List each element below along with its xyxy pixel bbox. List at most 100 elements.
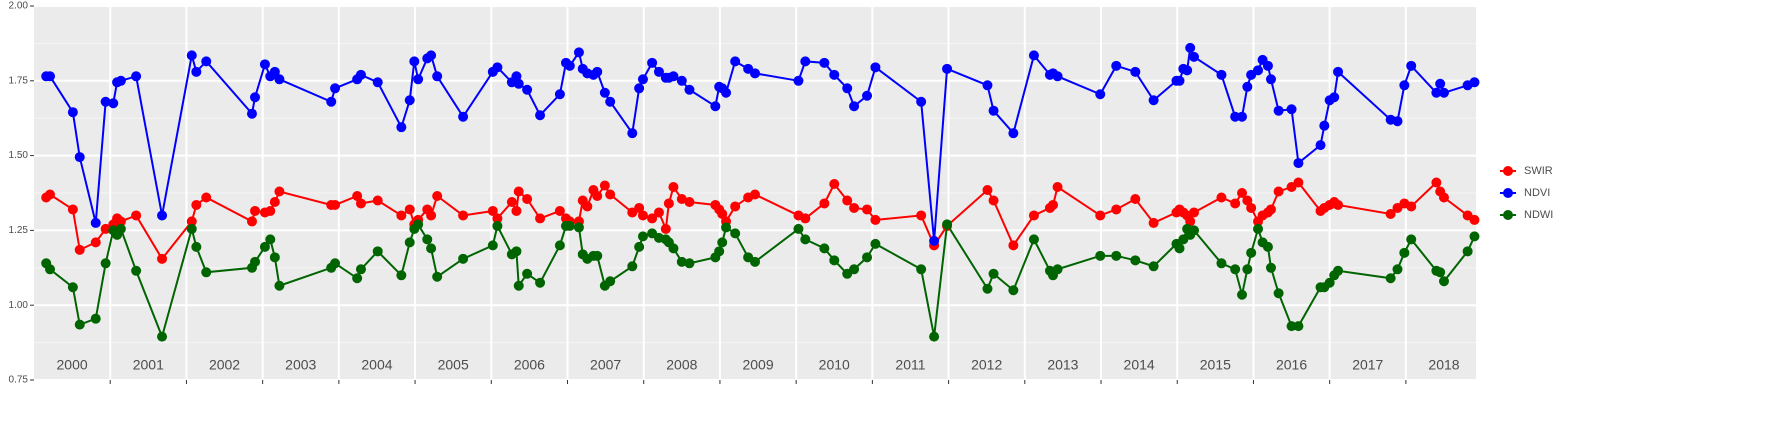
data-point	[982, 185, 993, 196]
data-point	[929, 331, 940, 342]
data-point	[201, 192, 212, 203]
y-tick-label: 1.75	[9, 75, 29, 86]
data-point	[1148, 261, 1159, 272]
data-point	[1216, 69, 1227, 80]
x-tick-label: 2015	[1200, 357, 1231, 373]
data-point	[74, 152, 85, 163]
data-point	[942, 219, 953, 230]
data-point	[115, 216, 126, 227]
data-point	[1329, 92, 1340, 103]
data-point	[605, 96, 616, 107]
data-point	[1095, 89, 1106, 100]
data-point	[265, 205, 276, 216]
legend-marker	[1503, 188, 1513, 198]
x-tick-label: 2005	[438, 357, 469, 373]
data-point	[676, 256, 687, 267]
data-point	[426, 210, 437, 221]
data-point	[1028, 234, 1039, 245]
data-point	[426, 50, 437, 61]
data-point	[1008, 128, 1019, 139]
data-point	[1242, 81, 1253, 92]
data-point	[710, 101, 721, 112]
data-point	[413, 74, 424, 85]
data-point	[862, 90, 873, 101]
data-point	[115, 223, 126, 234]
data-point	[396, 210, 407, 221]
data-point	[582, 201, 593, 212]
y-tick-label: 1.25	[9, 225, 29, 236]
data-point	[862, 204, 873, 215]
data-point	[1048, 199, 1059, 210]
data-point	[396, 270, 407, 281]
data-point	[870, 238, 881, 249]
data-point	[717, 237, 728, 248]
legend-label: NDVI	[1524, 187, 1550, 199]
data-point	[1435, 78, 1446, 89]
data-point	[627, 261, 638, 272]
x-tick-label: 2012	[971, 357, 1002, 373]
data-point	[413, 219, 424, 230]
data-point	[157, 253, 168, 264]
data-point	[1431, 177, 1442, 188]
data-point	[1265, 204, 1276, 215]
data-point	[74, 244, 85, 255]
data-point	[730, 56, 741, 67]
data-point	[916, 264, 927, 275]
data-point	[849, 264, 860, 275]
data-point	[90, 237, 101, 248]
data-point	[131, 210, 142, 221]
data-point	[1237, 188, 1248, 198]
data-point	[554, 240, 565, 251]
data-point	[573, 47, 584, 58]
data-point	[1216, 258, 1227, 269]
data-point	[67, 107, 78, 118]
data-point	[684, 258, 695, 269]
data-point	[1130, 66, 1141, 77]
data-point	[330, 258, 341, 269]
data-point	[90, 313, 101, 324]
data-point	[426, 243, 437, 254]
data-point	[599, 87, 610, 98]
x-tick-label: 2007	[590, 357, 621, 373]
data-point	[432, 71, 443, 82]
data-point	[1399, 80, 1410, 91]
data-point	[1185, 42, 1196, 53]
data-point	[1148, 217, 1159, 228]
x-tick-label: 2008	[666, 357, 697, 373]
data-point	[1293, 158, 1304, 169]
data-point	[554, 89, 565, 100]
data-point	[1273, 105, 1284, 116]
data-point	[45, 189, 56, 200]
data-point	[1189, 51, 1200, 62]
data-point	[352, 190, 363, 201]
data-point	[684, 84, 695, 95]
data-point	[246, 108, 257, 119]
data-point	[564, 220, 575, 231]
data-point	[1265, 262, 1276, 273]
data-point	[1028, 50, 1039, 61]
data-point	[929, 235, 940, 246]
data-point	[191, 199, 202, 210]
data-point	[730, 228, 741, 239]
data-point	[250, 205, 261, 216]
data-point	[1469, 231, 1480, 242]
data-point	[1148, 95, 1159, 106]
x-tick-label: 2014	[1124, 357, 1155, 373]
data-point	[355, 198, 366, 209]
data-point	[74, 319, 85, 330]
data-point	[1182, 65, 1193, 76]
data-point	[265, 234, 276, 245]
data-point	[513, 78, 524, 89]
data-point	[372, 246, 383, 257]
data-point	[259, 241, 270, 252]
data-point	[250, 256, 261, 267]
data-point	[1185, 216, 1196, 227]
data-point	[730, 201, 741, 212]
x-tick-label: 2017	[1352, 357, 1383, 373]
data-point	[647, 213, 658, 224]
data-point	[819, 57, 830, 68]
x-tick-label: 2018	[1428, 357, 1459, 373]
data-point	[1174, 75, 1185, 86]
data-point	[1111, 204, 1122, 215]
